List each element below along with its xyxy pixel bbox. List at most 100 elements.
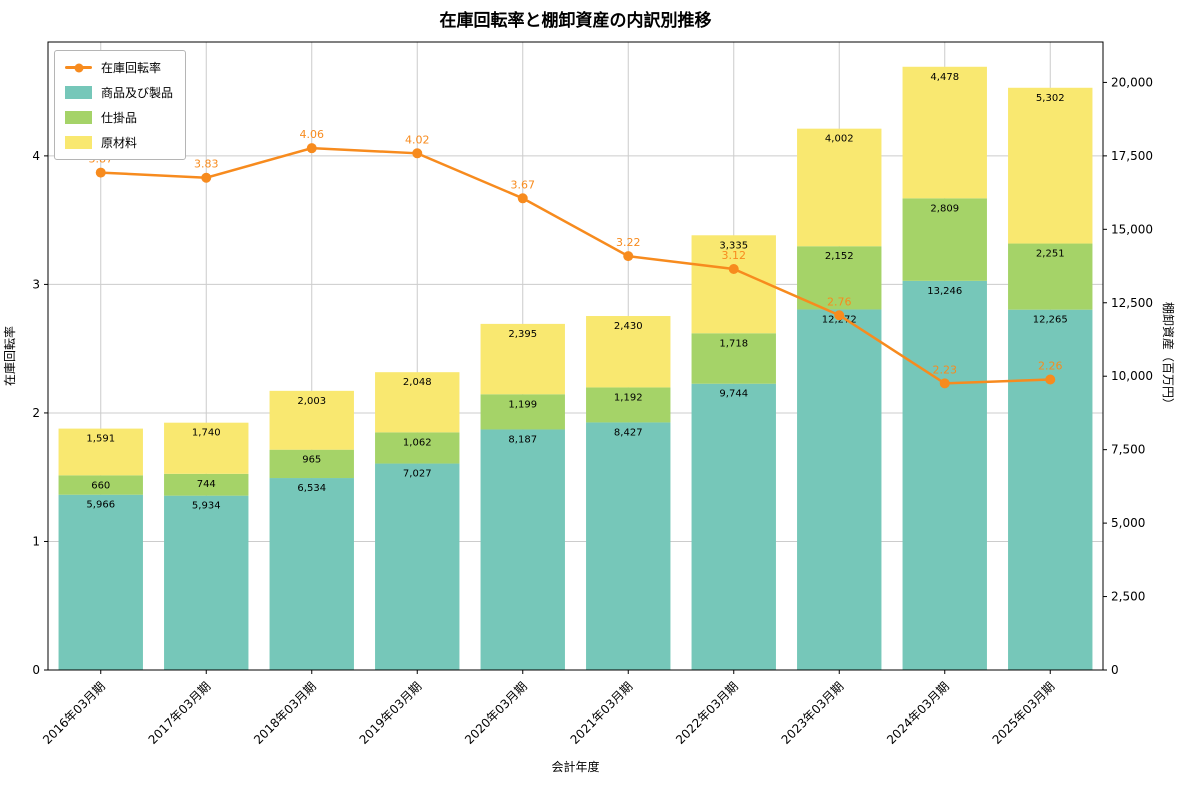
bar-segment[interactable] xyxy=(375,463,460,670)
bar-value-label: 5,302 xyxy=(1036,93,1065,104)
turnover-value-label: 3.22 xyxy=(616,236,641,249)
bar-segment[interactable] xyxy=(480,394,565,430)
products-swatch-icon xyxy=(65,86,92,99)
right-tick-label: 5,000 xyxy=(1111,516,1145,530)
bar-value-label: 2,251 xyxy=(1036,249,1065,260)
right-tick-label: 20,000 xyxy=(1111,75,1153,89)
bar-segment[interactable] xyxy=(586,422,671,670)
bar-value-label: 1,192 xyxy=(614,392,643,403)
bar-segment[interactable] xyxy=(797,246,882,310)
bar-segment[interactable] xyxy=(691,383,776,670)
right-tick-label: 7,500 xyxy=(1111,443,1145,457)
bar-value-label: 7,027 xyxy=(403,469,432,480)
bar-segment[interactable] xyxy=(902,66,987,199)
right-tick-label: 17,500 xyxy=(1111,149,1153,163)
legend-item-raw-materials[interactable]: 原材料 xyxy=(65,134,173,151)
x-tick-label: 2022年03月期 xyxy=(673,679,741,747)
bar-value-label: 2,809 xyxy=(930,203,959,214)
bar-segment[interactable] xyxy=(58,428,143,476)
bar-value-label: 2,003 xyxy=(297,396,326,407)
turnover-line-marker-icon xyxy=(65,63,92,72)
turnover-value-label: 4.06 xyxy=(300,128,325,141)
turnover-value-label: 3.83 xyxy=(194,158,219,171)
legend-label-products: 商品及び製品 xyxy=(101,86,174,100)
x-tick-label: 2021年03月期 xyxy=(568,679,636,747)
bar-segment[interactable] xyxy=(902,280,987,670)
bar-value-label: 1,591 xyxy=(86,434,115,445)
bar-value-label: 5,934 xyxy=(192,501,221,512)
bar-segment[interactable] xyxy=(797,309,882,670)
wip-swatch-icon xyxy=(65,111,92,124)
x-tick-label: 2019年03月期 xyxy=(357,679,425,747)
legend-item-turnover[interactable]: 在庫回転率 xyxy=(65,59,173,76)
bar-value-label: 660 xyxy=(91,480,110,491)
bar-segment[interactable] xyxy=(586,387,671,423)
legend-item-products[interactable]: 商品及び製品 xyxy=(65,84,173,101)
turnover-point[interactable] xyxy=(728,263,739,274)
legend-label-turnover: 在庫回転率 xyxy=(101,61,162,75)
legend: 在庫回転率 商品及び製品 仕掛品 原材料 xyxy=(54,50,187,160)
bar-segment[interactable] xyxy=(269,478,354,670)
turnover-point[interactable] xyxy=(623,251,634,262)
bar-segment[interactable] xyxy=(586,316,671,388)
bar-segment[interactable] xyxy=(269,390,354,450)
bar-value-label: 2,048 xyxy=(403,377,432,388)
chart-title: 在庫回転率と棚卸資産の内訳別推移 xyxy=(439,11,712,31)
turnover-value-label: 3.12 xyxy=(722,249,747,262)
turnover-point[interactable] xyxy=(201,172,212,183)
right-axis-title: 棚卸資産（百万円） xyxy=(1161,302,1176,410)
bar-segment[interactable] xyxy=(691,235,776,334)
left-tick-label: 0 xyxy=(32,663,40,677)
x-axis-title: 会計年度 xyxy=(551,759,599,774)
x-tick-label: 2023年03月期 xyxy=(779,679,847,747)
right-tick-label: 2,500 xyxy=(1111,590,1145,604)
bar-value-label: 13,246 xyxy=(927,286,962,297)
turnover-point[interactable] xyxy=(834,310,845,321)
bar-segment[interactable] xyxy=(1008,87,1093,244)
bar-segment[interactable] xyxy=(797,128,882,247)
turnover-point[interactable] xyxy=(517,193,528,204)
bar-value-label: 8,427 xyxy=(614,427,643,438)
bar-segment[interactable] xyxy=(1008,309,1093,670)
turnover-value-label: 2.76 xyxy=(827,295,852,308)
bar-segment[interactable] xyxy=(58,475,143,495)
right-tick-label: 10,000 xyxy=(1111,369,1153,383)
bar-value-label: 965 xyxy=(302,455,321,466)
bar-segment[interactable] xyxy=(164,473,249,496)
left-tick-label: 3 xyxy=(32,277,40,291)
bar-segment[interactable] xyxy=(58,494,143,670)
turnover-line xyxy=(100,146,1051,385)
bar-segment[interactable] xyxy=(691,333,776,384)
left-tick-label: 4 xyxy=(32,149,40,163)
raw-materials-swatch-icon xyxy=(65,136,92,149)
legend-label-raw-materials: 原材料 xyxy=(101,136,138,150)
bar-segment[interactable] xyxy=(902,198,987,281)
left-tick-label: 1 xyxy=(32,534,40,548)
bar-segment[interactable] xyxy=(480,429,565,670)
right-tick-label: 12,500 xyxy=(1111,296,1153,310)
turnover-point[interactable] xyxy=(939,378,950,389)
right-tick-label: 0 xyxy=(1111,663,1119,677)
turnover-value-label: 2.23 xyxy=(933,363,958,376)
bar-value-label: 1,718 xyxy=(719,338,748,349)
legend-item-wip[interactable]: 仕掛品 xyxy=(65,109,173,126)
turnover-point[interactable] xyxy=(412,148,423,159)
right-tick-label: 15,000 xyxy=(1111,222,1153,236)
turnover-value-label: 2.26 xyxy=(1038,360,1063,373)
bar-value-label: 2,430 xyxy=(614,321,643,332)
bar-segment[interactable] xyxy=(164,422,249,474)
bar-segment[interactable] xyxy=(375,372,460,433)
bar-segment[interactable] xyxy=(269,449,354,479)
turnover-point[interactable] xyxy=(306,143,317,154)
turnover-value-label: 3.67 xyxy=(511,178,536,191)
legend-label-wip: 仕掛品 xyxy=(101,111,138,125)
bar-segment[interactable] xyxy=(480,323,565,395)
bar-segment[interactable] xyxy=(1008,243,1093,310)
bar-segment[interactable] xyxy=(375,432,460,464)
turnover-point[interactable] xyxy=(1045,374,1056,385)
turnover-point[interactable] xyxy=(95,167,106,178)
bar-segment[interactable] xyxy=(164,495,249,670)
bar-value-label: 12,265 xyxy=(1033,315,1068,326)
